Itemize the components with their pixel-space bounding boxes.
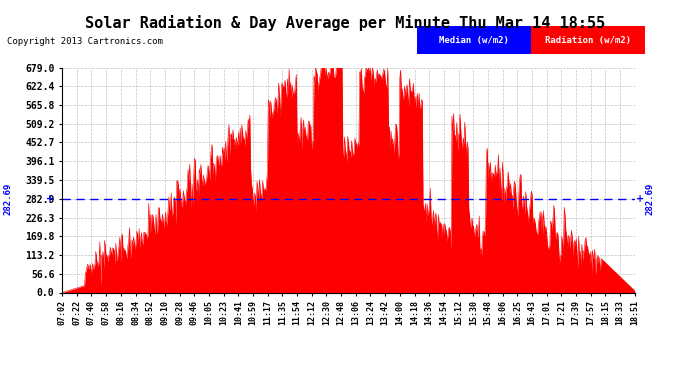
Text: Radiation (w/m2): Radiation (w/m2) — [545, 36, 631, 45]
Text: 282.69: 282.69 — [645, 183, 654, 215]
Text: +: + — [636, 194, 644, 204]
Text: Copyright 2013 Cartronics.com: Copyright 2013 Cartronics.com — [7, 38, 163, 46]
Text: +: + — [46, 194, 54, 204]
Text: Solar Radiation & Day Average per Minute Thu Mar 14 18:55: Solar Radiation & Day Average per Minute… — [85, 15, 605, 31]
Text: 282.69: 282.69 — [3, 183, 12, 215]
Text: Median (w/m2): Median (w/m2) — [440, 36, 509, 45]
